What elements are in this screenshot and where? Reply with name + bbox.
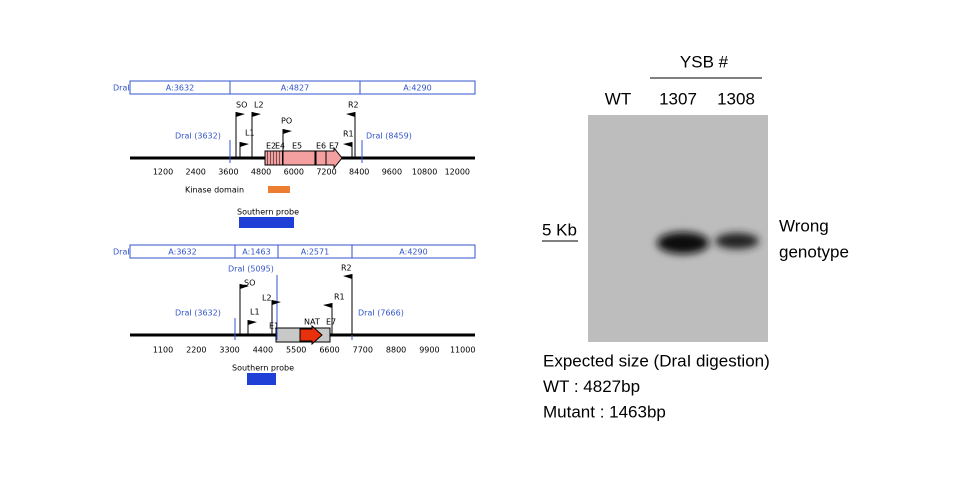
axis-tick-label: 4400 (253, 346, 273, 355)
note-label: Wrong (779, 216, 829, 235)
feature-label: NAT (304, 318, 320, 327)
note-label: genotype (779, 242, 849, 261)
fragment-label: A:3632 (166, 84, 194, 93)
group-label: YSB # (680, 52, 729, 71)
exon-label: E4 (275, 142, 285, 151)
exon-label: E6 (316, 142, 326, 151)
exon-label: E2 (266, 142, 276, 151)
axis-tick-label: 7700 (353, 346, 373, 355)
caption-line: Mutant : 1463bp (543, 402, 666, 421)
band (715, 233, 759, 249)
fragment-label: A:1463 (242, 248, 270, 257)
primer-label: L1 (250, 308, 260, 317)
primer-flag (240, 142, 249, 147)
primer-flag (236, 112, 245, 117)
exon-label: E7 (329, 142, 339, 151)
site-label: DraI (3632) (175, 309, 221, 318)
kinase-label: Kinase domain (185, 186, 244, 195)
caption-line: Expected size (DraI digestion) (543, 351, 770, 370)
axis-tick-label: 7200 (316, 168, 336, 177)
site-label: DraI (5095) (228, 265, 274, 274)
lane-label: WT (605, 89, 631, 108)
axis-tick-label: 6000 (284, 168, 304, 177)
primer-label: R1 (334, 293, 345, 302)
lane-label: 1307 (659, 89, 697, 108)
primer-label: L2 (262, 294, 272, 303)
site-label: DraI (7666) (358, 309, 404, 318)
primer-label: R1 (343, 130, 354, 139)
primer-flag (323, 303, 332, 308)
enzyme-label: DraI (113, 84, 130, 93)
axis-tick-label: 11000 (450, 346, 475, 355)
axis-tick-label: 6600 (319, 346, 339, 355)
primer-label: SO (236, 101, 247, 110)
primer-flag (248, 320, 257, 325)
band (657, 232, 709, 254)
fragment-box (351, 244, 476, 259)
probe-label: Southern probe (237, 208, 299, 217)
primer-label: PO (281, 117, 292, 126)
primer-label: R2 (348, 101, 359, 110)
axis-tick-label: 9600 (382, 168, 402, 177)
axis-tick-label: 1100 (153, 346, 173, 355)
fragment-label: A:4827 (281, 84, 309, 93)
primer-flag (283, 129, 292, 134)
axis-tick-label: 2200 (186, 346, 206, 355)
axis-tick-label: 8400 (349, 168, 369, 177)
site-label: DraI (8459) (366, 132, 412, 141)
feature-label: E1 (269, 322, 279, 331)
site-label: DraI (3632) (175, 132, 221, 141)
enzyme-label: DraI (113, 248, 130, 257)
kinase-bar (268, 186, 290, 193)
exon-box (315, 150, 327, 166)
axis-tick-label: 10800 (412, 168, 437, 177)
feature-label: E7 (326, 318, 336, 327)
primer-flag (343, 274, 352, 279)
primer-flag (343, 142, 352, 147)
probe-bar (239, 217, 294, 228)
primer-label: SO (244, 279, 255, 288)
blot-image (588, 115, 768, 342)
axis-tick-label: 8800 (386, 346, 406, 355)
exon-label: E5 (292, 142, 302, 151)
fragment-label: A:3632 (168, 248, 196, 257)
axis-tick-label: 12000 (445, 168, 470, 177)
primer-label: R2 (341, 264, 352, 273)
axis-tick-label: 3600 (218, 168, 238, 177)
primer-label: L1 (245, 129, 255, 138)
fragment-box (359, 80, 476, 95)
caption-line: WT : 4827bp (543, 377, 640, 396)
exon-box (282, 150, 316, 166)
axis-tick-label: 1200 (153, 168, 173, 177)
probe-bar (247, 373, 276, 385)
fragment-label: A:2571 (301, 248, 329, 257)
primer-flag (346, 112, 355, 117)
primer-flag (240, 284, 249, 289)
primer-flag (272, 300, 281, 305)
axis-tick-label: 9900 (419, 346, 439, 355)
axis-tick-label: 4800 (251, 168, 271, 177)
size-marker: 5 Kb (542, 220, 577, 239)
nat-arrow (299, 324, 323, 346)
axis-tick-label: 2400 (186, 168, 206, 177)
probe-label: Southern probe (232, 364, 294, 373)
fragment-label: A:4290 (399, 248, 427, 257)
primer-label: L2 (254, 101, 264, 110)
exon-box (264, 150, 284, 166)
fragment-label: A:4290 (403, 84, 431, 93)
axis-tick-label: 3300 (219, 346, 239, 355)
primer-flag (252, 112, 261, 117)
exon-arrow (325, 146, 343, 170)
axis-tick-label: 5500 (286, 346, 306, 355)
lane-label: 1308 (717, 89, 755, 108)
